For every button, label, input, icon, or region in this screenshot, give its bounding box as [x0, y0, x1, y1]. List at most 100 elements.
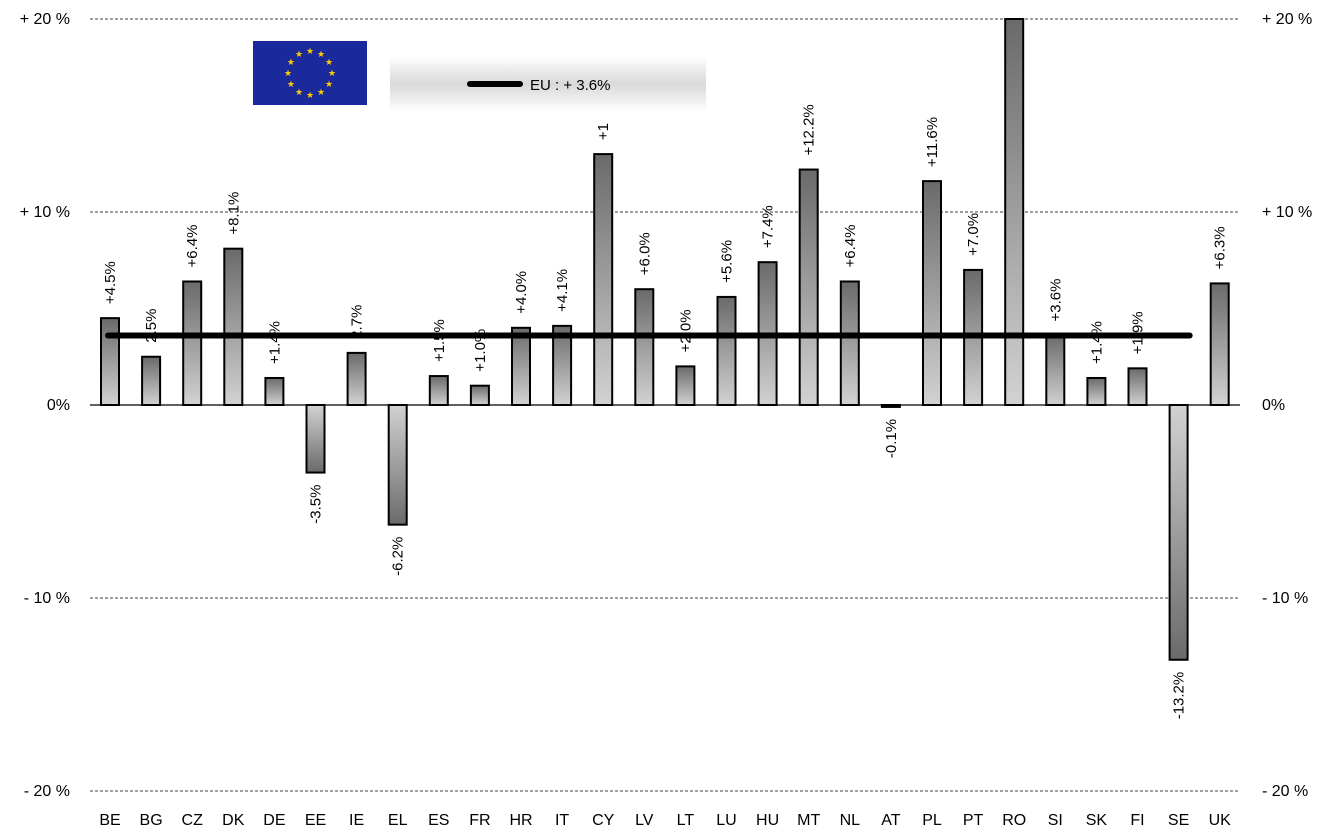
bar-dk: [223, 247, 244, 406]
bar-fr: [469, 384, 490, 407]
category-label-lu: LU: [716, 812, 736, 829]
star-icon: ★: [325, 57, 333, 67]
legend: ★ ★★★★★★★★★★★ EU : + 3.6%: [253, 41, 706, 112]
star-icon: ★: [295, 87, 303, 97]
star-icon: ★: [317, 87, 325, 97]
category-labels: BE BG CZ DK DE EE IE EL ES FR HR IT CY LV LT LU HU MT NL AT…: [99, 812, 1231, 829]
y-tick-label-left: + 10 %: [20, 204, 70, 221]
category-label-ie: IE: [349, 812, 364, 829]
bar-lv: [634, 288, 655, 407]
category-label-pt: PT: [963, 812, 984, 829]
legend-label: EU : + 3.6%: [530, 77, 610, 94]
category-label-de: DE: [263, 812, 285, 829]
star-icon: ★: [287, 57, 295, 67]
bar-pl: [922, 180, 942, 406]
bar-it: [552, 324, 573, 406]
bar-es: [428, 375, 449, 406]
data-label-ie: 2.7%: [349, 305, 366, 339]
eu-stars-icon: ★ ★★★★★★★★★★★: [284, 46, 336, 100]
bar-cy: [593, 153, 614, 406]
category-label-at: AT: [881, 812, 900, 829]
bar-mt: [798, 168, 819, 406]
category-label-bg: BG: [140, 812, 163, 829]
bar-cz: [182, 280, 203, 407]
bar-ee: [305, 404, 326, 474]
bar-at: [880, 404, 901, 408]
category-label-el: EL: [388, 812, 408, 829]
star-icon: ★: [306, 46, 314, 56]
star-icon: ★: [295, 49, 303, 59]
category-label-es: ES: [428, 812, 449, 829]
data-label-de: +1.4%: [266, 321, 283, 364]
data-label-pt: +7.0%: [965, 213, 982, 256]
data-label-mt: +12.2%: [801, 104, 818, 155]
bar-el: [387, 404, 408, 526]
y-axis-right: + 20 % + 10 % 0% - 10 % - 20 %: [1262, 11, 1312, 800]
data-label-lu: +5.6%: [719, 240, 736, 283]
y-tick-label-right: 0%: [1262, 397, 1285, 414]
category-label-nl: NL: [840, 812, 861, 829]
star-icon: ★: [328, 68, 336, 78]
bar-be: [100, 317, 120, 406]
star-icon: ★: [317, 49, 325, 59]
star-icon: ★: [284, 68, 292, 78]
category-label-pl: PL: [922, 812, 942, 829]
data-label-lv: +6.0%: [636, 232, 653, 275]
y-tick-label-left: - 20 %: [24, 783, 70, 800]
data-label-nl: +6.4%: [842, 225, 859, 268]
category-label-it: IT: [555, 812, 569, 829]
data-label-hu: +7.4%: [760, 205, 777, 248]
bar-fi: [1127, 367, 1148, 406]
bar-se: [1168, 404, 1189, 661]
bar-uk: [1209, 282, 1230, 406]
y-axis-left: + 20 % + 10 % 0% - 10 % - 20 %: [20, 11, 70, 800]
category-label-hr: HR: [509, 812, 532, 829]
category-label-be: BE: [99, 812, 120, 829]
bar-lt: [675, 365, 696, 406]
y-tick-label-right: + 20 %: [1262, 11, 1312, 28]
data-label-it: +4.1%: [554, 269, 571, 312]
star-icon: ★: [325, 79, 333, 89]
star-icon: ★: [287, 79, 295, 89]
data-label-dk: +8.1%: [225, 192, 242, 235]
y-tick-label-left: + 20 %: [20, 11, 70, 28]
bars: [100, 18, 1230, 661]
data-label-fr: +1.0%: [472, 329, 489, 372]
data-label-at: -0.1%: [883, 419, 900, 458]
legend-box: [390, 56, 706, 112]
bar-ie: [346, 351, 367, 407]
category-label-cz: CZ: [182, 812, 204, 829]
star-icon: ★: [306, 90, 314, 100]
category-label-se: SE: [1168, 812, 1189, 829]
data-label-be: +4.5%: [102, 261, 119, 304]
eu-flag-icon: [253, 41, 367, 105]
data-label-uk: +6.3%: [1212, 226, 1229, 269]
data-label-se: -13.2%: [1171, 672, 1188, 720]
category-label-si: SI: [1048, 812, 1063, 829]
data-label-sk: +1.4%: [1088, 321, 1105, 364]
data-label-hr: +4.0%: [513, 271, 530, 314]
category-label-uk: UK: [1209, 812, 1232, 829]
category-label-sk: SK: [1086, 812, 1108, 829]
data-label-lt: +2.0%: [677, 309, 694, 352]
data-label-es: +1.5%: [431, 319, 448, 362]
data-label-cz: +6.4%: [184, 225, 201, 268]
y-tick-label-left: - 10 %: [24, 590, 70, 607]
category-label-ee: EE: [305, 812, 326, 829]
bar-lu: [716, 295, 737, 407]
data-label-pl: +11.6%: [924, 117, 941, 167]
bar-sk: [1086, 376, 1107, 407]
data-label-el: -6.2%: [390, 537, 407, 576]
bar-bg: [141, 355, 162, 406]
category-label-mt: MT: [797, 812, 820, 829]
category-label-dk: DK: [222, 812, 245, 829]
bar-hr: [511, 326, 531, 406]
data-label-si: +3.6%: [1047, 279, 1064, 322]
y-tick-label-right: - 10 %: [1262, 590, 1308, 607]
category-label-lv: LV: [635, 812, 654, 829]
category-label-fr: FR: [469, 812, 490, 829]
data-labels: +4.5%2.5%+6.4%+8.1%+1.4%-3.5%2.7%-6.2%+1…: [102, 104, 1229, 719]
gridlines: [90, 18, 1240, 792]
y-tick-label-left: 0%: [47, 397, 70, 414]
